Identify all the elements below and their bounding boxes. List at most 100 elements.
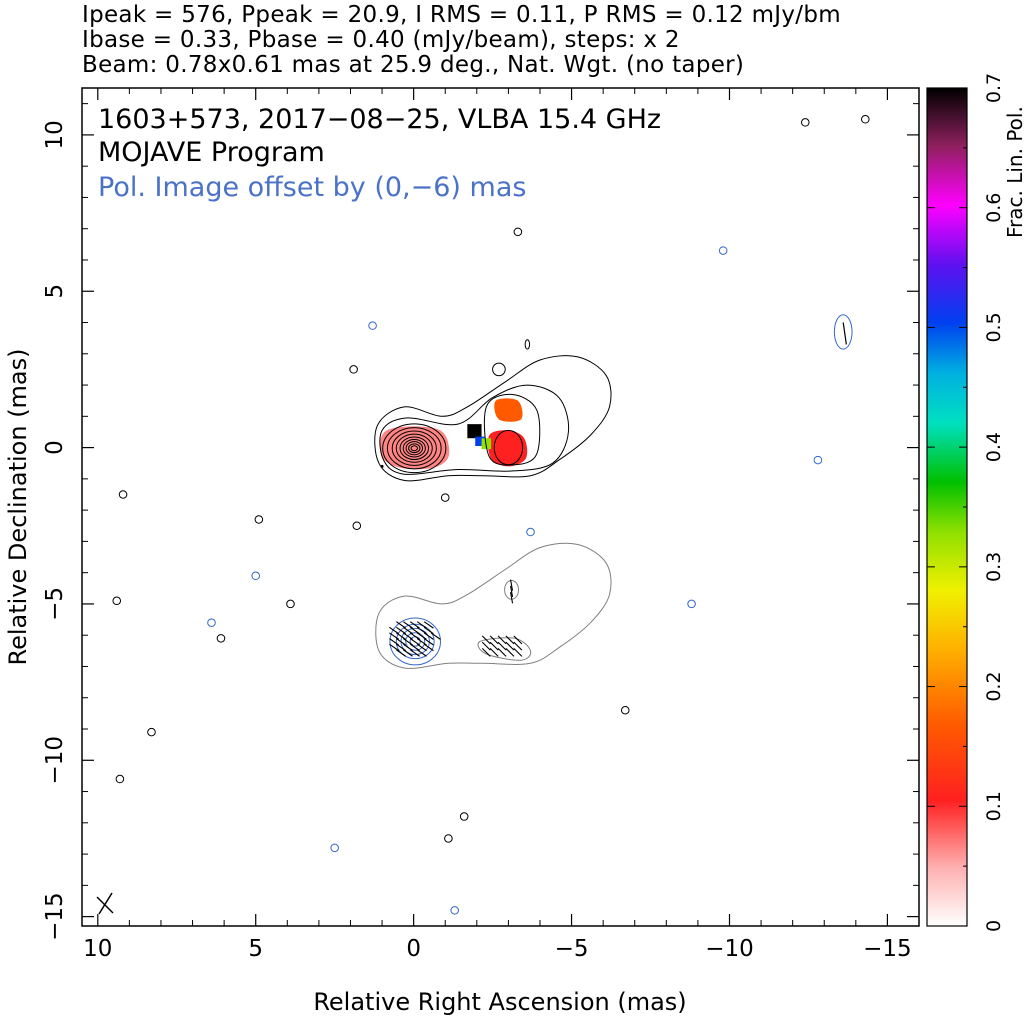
pol-knot-contour (477, 637, 532, 661)
evpa-stick (402, 626, 413, 635)
stokes-i-blob-contour (492, 362, 506, 377)
y-tick-label: −10 (42, 736, 68, 785)
x-tick-label: −5 (555, 936, 589, 962)
evpa-stick (396, 643, 406, 652)
evpa-stick (423, 638, 434, 646)
evpa-stick (510, 592, 514, 604)
chart-title: 1603+573, 2017−08−25, VLBA 15.4 GHz (98, 104, 661, 135)
colorbar-label: Frac. Lin. Pol. (1003, 106, 1027, 238)
evpa-stick (481, 648, 491, 657)
evpa-stick (416, 638, 427, 646)
evpa-stick (416, 621, 427, 629)
evpa-stick (497, 635, 507, 645)
pol-intensity-contour (389, 617, 441, 666)
evpa-stick (402, 649, 413, 657)
noise-contour (216, 634, 226, 643)
evpa-stick (513, 641, 523, 651)
stokes-i-core-contour (408, 443, 421, 454)
colorbar-tick-label: 0.1 (983, 791, 1005, 821)
evpa-stick (409, 643, 420, 652)
evpa-stick (489, 641, 499, 651)
evpa-stick (430, 632, 441, 640)
evpa-stick (423, 621, 434, 629)
evpa-stick (510, 579, 514, 591)
pol-total-intensity-contour (375, 542, 612, 669)
noise-contour (352, 521, 362, 531)
evpa-vectors (389, 579, 523, 657)
evpa-stick (416, 632, 427, 640)
colorbar-tick-label: 0.2 (983, 671, 1005, 701)
evpa-stick (505, 635, 515, 645)
y-tick-label: 10 (42, 120, 68, 149)
evpa-stick (423, 626, 434, 635)
colorbar-tick-label: 0 (983, 920, 1005, 932)
frac-pol-knot-north-region (494, 398, 523, 422)
evpa-stick (423, 632, 434, 640)
plot-frame (81, 87, 920, 927)
evpa-stick (505, 648, 515, 657)
stokes-i-core-contour (399, 436, 429, 460)
stokes-i-core-contour (382, 423, 447, 474)
evpa-stick (505, 641, 515, 651)
noise-contour (444, 834, 453, 843)
noise-contour (330, 843, 339, 853)
evpa-stick (409, 626, 420, 635)
stokes-i-core-contour (391, 430, 437, 466)
evpa-stick (842, 322, 847, 345)
noise-contour (368, 321, 377, 330)
header-levels-line: Ibase = 0.33, Pbase = 0.40 (mJy/beam), s… (82, 27, 680, 53)
evpa-stick (402, 643, 413, 652)
noise-contour (349, 365, 358, 374)
evpa-stick (481, 635, 491, 645)
x-tick-label: 5 (248, 936, 263, 962)
beam-ellipse-icon (96, 892, 114, 915)
y-axis-label: Relative Declination (mas) (4, 348, 32, 665)
y-tick-label: 5 (42, 284, 68, 299)
noise-contour (459, 812, 469, 821)
evpa-stick (396, 632, 406, 640)
noise-contour (207, 618, 216, 627)
noise-contour (115, 774, 125, 784)
evpa-stick (510, 585, 514, 598)
evpa-stick (396, 638, 406, 646)
stokes-i-core-contour (402, 438, 426, 458)
noise-contour (440, 493, 450, 502)
evpa-stick (389, 632, 400, 640)
noise-contour (526, 527, 535, 537)
noise-contour (112, 596, 122, 606)
stokes-i-outer-contour (374, 355, 612, 482)
evpa-stick (389, 638, 400, 646)
evpa-stick (409, 638, 420, 646)
evpa-stick (389, 626, 400, 635)
pol-intensity-contour (405, 632, 426, 651)
core-marker (380, 464, 384, 468)
evpa-stick (409, 621, 420, 629)
colorbar-tick-label: 0.4 (983, 432, 1005, 462)
noise-contour (718, 246, 728, 255)
evpa-stick (416, 643, 427, 652)
evpa-stick (497, 641, 507, 651)
header-beam-line: Beam: 0.78x0.61 mas at 25.9 deg., Nat. W… (82, 52, 745, 78)
colorbar (927, 88, 967, 926)
evpa-stick (396, 621, 406, 629)
noise-contour (254, 515, 264, 524)
noise-contour (513, 227, 523, 237)
stokes-i-knot-inner-contour (493, 429, 524, 466)
stokes-i-core-contour (410, 445, 418, 452)
evpa-stick (497, 648, 507, 657)
evpa-stick (513, 635, 523, 645)
evpa-stick (396, 649, 406, 657)
evpa-stick (409, 649, 420, 657)
stokes-i-blob-contour (524, 339, 531, 350)
noise-contour (813, 455, 823, 465)
noise-contour (251, 571, 261, 581)
evpa-stick (402, 621, 413, 629)
frac-pol-mid-pixel (475, 436, 485, 447)
x-tick-label: 10 (83, 936, 112, 962)
noise-contour (147, 727, 156, 737)
pol-offset-note: Pol. Image offset by (0,−6) mas (98, 172, 526, 203)
x-axis-label: Relative Right Ascension (mas) (313, 988, 686, 1016)
stokes-i-knot-contour (483, 393, 541, 466)
y-tick-label: −5 (42, 587, 68, 621)
